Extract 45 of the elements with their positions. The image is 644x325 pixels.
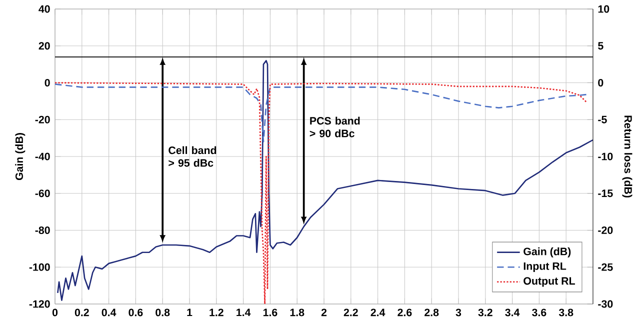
y2-tick-label: -20: [598, 226, 613, 234]
y-tick-label: 20: [38, 42, 50, 50]
y2-tick-label: 10: [598, 5, 610, 13]
y-tick-label: -120: [29, 300, 50, 308]
y-tick-label: -20: [35, 116, 50, 124]
y-tick-label: 0: [44, 78, 50, 87]
y-tick-label: 40: [38, 5, 50, 13]
x-tick-label: 0.8: [156, 308, 170, 316]
x-tick-label: 1: [187, 308, 192, 316]
x-tick-label: 3.4: [505, 308, 520, 316]
y2-tick-label: -10: [598, 152, 613, 160]
x-tick-label: 3: [456, 308, 462, 316]
legend-label: Input RL: [524, 262, 566, 272]
y2-tick-label: -30: [598, 300, 613, 308]
x-tick-label: 2.2: [344, 308, 358, 316]
x-tick-label: 3.2: [478, 308, 492, 316]
y2-tick-label: 5: [598, 42, 604, 50]
y2-axis-title: Return loss (dB): [622, 116, 632, 198]
y2-tick-label: -5: [598, 116, 607, 124]
legend-label: Output RL: [524, 277, 575, 287]
x-tick-label: 2.4: [370, 308, 386, 316]
x-tick-label: 1.8: [290, 308, 304, 316]
x-tick-label: 0.6: [128, 308, 143, 316]
y-tick-label: -80: [35, 226, 50, 234]
x-tick-label: 1.6: [263, 308, 278, 316]
x-tick-label: 0.2: [74, 308, 89, 316]
y-tick-label: -100: [29, 263, 50, 271]
y-axis-title: Gain (dB): [15, 133, 26, 180]
x-tick-label: 3.6: [532, 308, 546, 316]
x-tick-label: 2: [321, 308, 327, 316]
annotation: Cell band > 95 dBc: [168, 146, 216, 167]
y2-tick-label: 0: [598, 78, 604, 87]
x-tick-label: 1.2: [210, 308, 224, 316]
y-tick-label: -60: [35, 190, 50, 198]
x-tick-label: 1.4: [236, 308, 251, 316]
legend-label: Gain (dB): [524, 247, 571, 258]
x-tick-label: 0.4: [102, 308, 116, 316]
y2-tick-label: -25: [598, 263, 613, 271]
x-tick-label: 2.6: [398, 308, 412, 316]
x-tick-label: 3.8: [558, 308, 574, 316]
y2-tick-label: -15: [598, 190, 613, 198]
x-tick-label: 2.8: [424, 308, 439, 316]
y-tick-label: -40: [35, 152, 50, 160]
annotation: PCS band > 90 dBc: [310, 116, 360, 138]
x-tick-label: 0: [52, 308, 58, 316]
